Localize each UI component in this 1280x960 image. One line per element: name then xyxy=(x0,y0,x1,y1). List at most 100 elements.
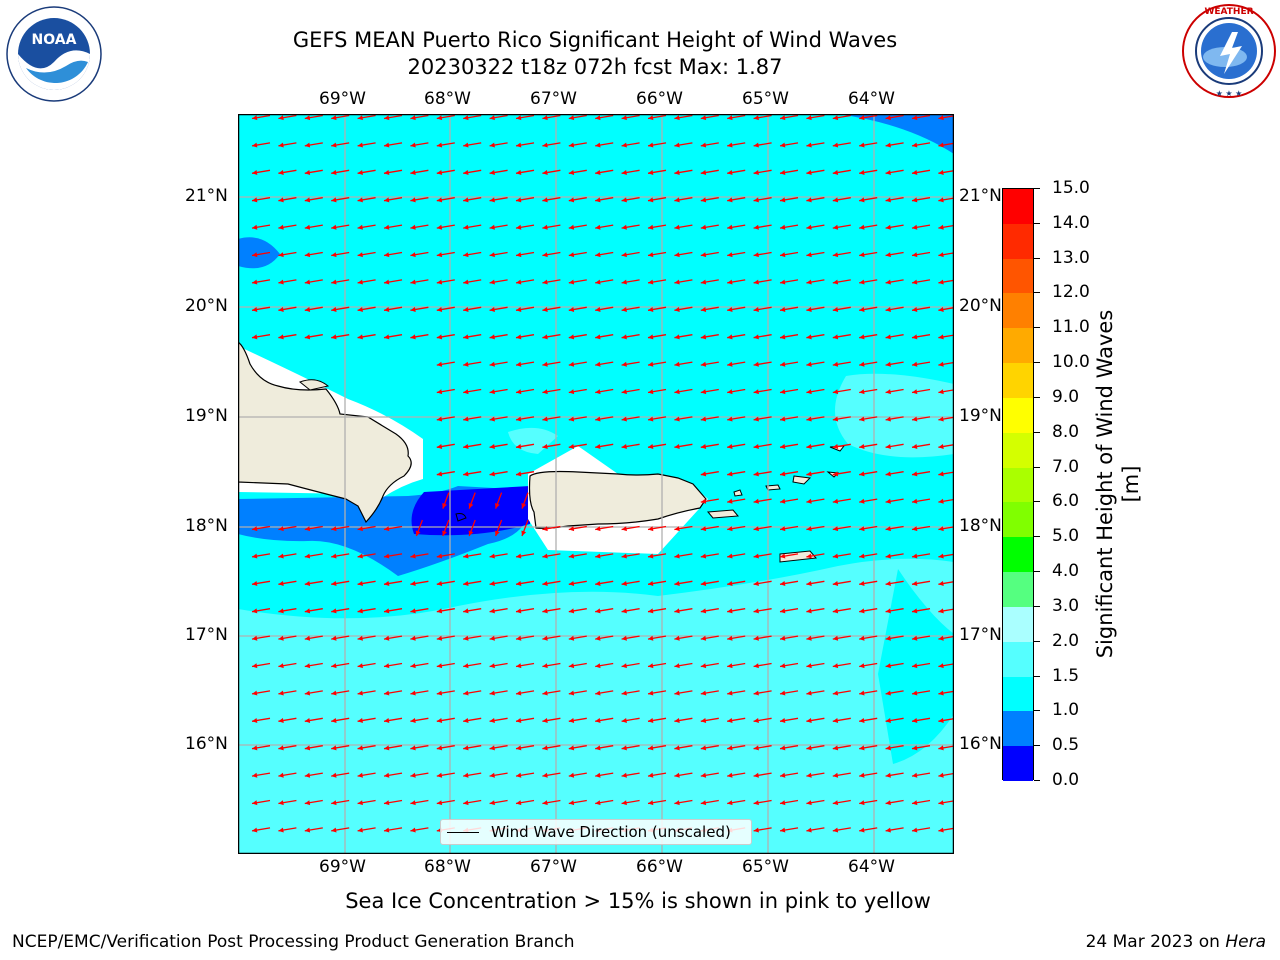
wave-direction-arrow xyxy=(278,279,297,285)
wave-direction-arrow xyxy=(489,197,508,203)
wave-direction-arrow xyxy=(542,142,561,148)
wave-direction-arrow xyxy=(647,772,667,778)
wave-direction-arrow xyxy=(832,251,851,258)
wave-direction-arrow xyxy=(383,662,403,669)
wave-direction-arrow xyxy=(383,142,403,148)
wave-direction-arrow xyxy=(779,525,799,532)
wave-direction-arrow xyxy=(859,443,878,449)
wave-direction-arrow xyxy=(383,827,403,833)
wave-direction-arrow xyxy=(542,553,561,559)
wave-direction-arrow xyxy=(304,224,323,230)
colorbar-label: 8.0 xyxy=(1052,421,1080,442)
colorbar-segment xyxy=(1003,328,1033,364)
wave-direction-arrow xyxy=(278,662,297,669)
wave-direction-arrow xyxy=(410,690,429,696)
wave-direction-arrow xyxy=(621,197,640,203)
wave-direction-arrow xyxy=(700,224,719,230)
wave-direction-arrow xyxy=(779,142,799,148)
wave-direction-arrow xyxy=(304,690,323,696)
wave-direction-arrow xyxy=(832,279,851,285)
wave-direction-arrow xyxy=(832,498,851,504)
wave-direction-arrow xyxy=(832,416,851,422)
wave-direction-arrow xyxy=(304,635,323,641)
wave-direction-arrow xyxy=(542,635,561,641)
wave-direction-arrow xyxy=(647,361,667,367)
wave-direction-arrow xyxy=(621,361,640,367)
wave-direction-arrow xyxy=(251,580,271,586)
wave-direction-arrow xyxy=(357,553,376,559)
wave-direction-arrow xyxy=(410,114,429,121)
wave-direction-arrow xyxy=(727,525,746,532)
wave-direction-arrow xyxy=(304,279,323,285)
wave-direction-arrow xyxy=(647,553,667,559)
wave-direction-arrow xyxy=(885,498,904,504)
wave-direction-arrow xyxy=(753,580,772,586)
colorbar-tick xyxy=(1034,536,1040,538)
wave-direction-arrow xyxy=(515,662,535,669)
wave-direction-arrow xyxy=(304,827,323,833)
wave-direction-arrow xyxy=(779,553,799,559)
colorbar-tick xyxy=(1034,745,1040,747)
wave-direction-arrow xyxy=(674,142,693,148)
wave-direction-arrow xyxy=(410,306,429,312)
wave-direction-arrow xyxy=(489,799,508,806)
wave-direction-arrow xyxy=(779,580,799,586)
wave-direction-arrow xyxy=(463,608,482,614)
wave-direction-arrow xyxy=(489,361,508,367)
lon-label-top-67w: 67°W xyxy=(530,89,577,109)
wave-direction-arrow xyxy=(463,580,482,586)
wave-direction-arrow xyxy=(542,690,561,696)
wave-direction-arrow xyxy=(806,690,825,696)
wave-direction-arrow xyxy=(674,553,693,559)
wave-direction-arrow xyxy=(595,306,614,312)
wave-direction-arrow xyxy=(595,142,614,148)
wave-direction-arrow xyxy=(442,519,450,537)
wave-direction-arrow xyxy=(674,334,693,340)
wave-direction-arrow xyxy=(700,114,719,121)
colorbar-segment xyxy=(1003,363,1033,399)
wave-direction-arrow xyxy=(806,142,825,148)
wave-direction-arrow xyxy=(885,361,904,367)
wave-direction-arrow xyxy=(463,306,482,312)
wave-direction-arrow xyxy=(515,251,535,258)
wave-direction-arrow xyxy=(806,498,825,504)
wave-direction-arrow xyxy=(911,553,931,559)
wave-direction-arrow xyxy=(304,114,323,121)
wave-direction-arrow xyxy=(489,608,508,614)
wave-direction-arrow xyxy=(357,525,376,532)
footer-host: Hera xyxy=(1225,932,1266,952)
wave-direction-arrow xyxy=(647,608,667,614)
wave-direction-arrow xyxy=(494,519,503,537)
wave-direction-arrow xyxy=(410,142,429,148)
wave-direction-arrow xyxy=(727,553,746,559)
wave-direction-arrow xyxy=(911,361,931,367)
wave-direction-arrow xyxy=(515,635,535,641)
wave-direction-arrow xyxy=(568,334,587,340)
svg-text:WEATHER: WEATHER xyxy=(1204,7,1253,17)
wave-direction-arrow xyxy=(885,306,904,312)
wave-direction-arrow xyxy=(568,306,587,312)
wave-direction-arrow xyxy=(489,388,508,395)
wave-direction-arrow xyxy=(779,745,799,751)
wave-direction-arrow xyxy=(806,279,825,285)
wave-direction-arrow xyxy=(911,827,931,833)
lat-label-right-18n: 18°N xyxy=(959,516,1002,536)
wave-direction-arrow xyxy=(278,306,297,312)
wave-direction-arrow xyxy=(621,635,640,641)
footer-branch: NCEP/EMC/Verification Post Processing Pr… xyxy=(12,932,575,952)
colorbar-tick xyxy=(1034,571,1040,573)
colorbar-label: 1.0 xyxy=(1052,700,1080,721)
wave-direction-arrow xyxy=(911,799,931,806)
wave-direction-arrow xyxy=(859,197,878,203)
legend-label: Wind Wave Direction (unscaled) xyxy=(491,823,731,841)
wave-direction-arrow xyxy=(885,608,904,614)
wave-direction-arrow xyxy=(278,224,297,230)
wave-direction-arrow xyxy=(383,334,403,340)
wave-direction-arrow xyxy=(806,662,825,669)
colorbar-segment xyxy=(1003,467,1033,503)
wave-direction-arrow xyxy=(674,416,693,422)
wave-direction-arrow xyxy=(515,388,535,395)
wave-direction-arrow xyxy=(647,142,667,148)
wave-direction-arrow xyxy=(595,580,614,586)
wave-direction-arrow xyxy=(436,224,455,230)
